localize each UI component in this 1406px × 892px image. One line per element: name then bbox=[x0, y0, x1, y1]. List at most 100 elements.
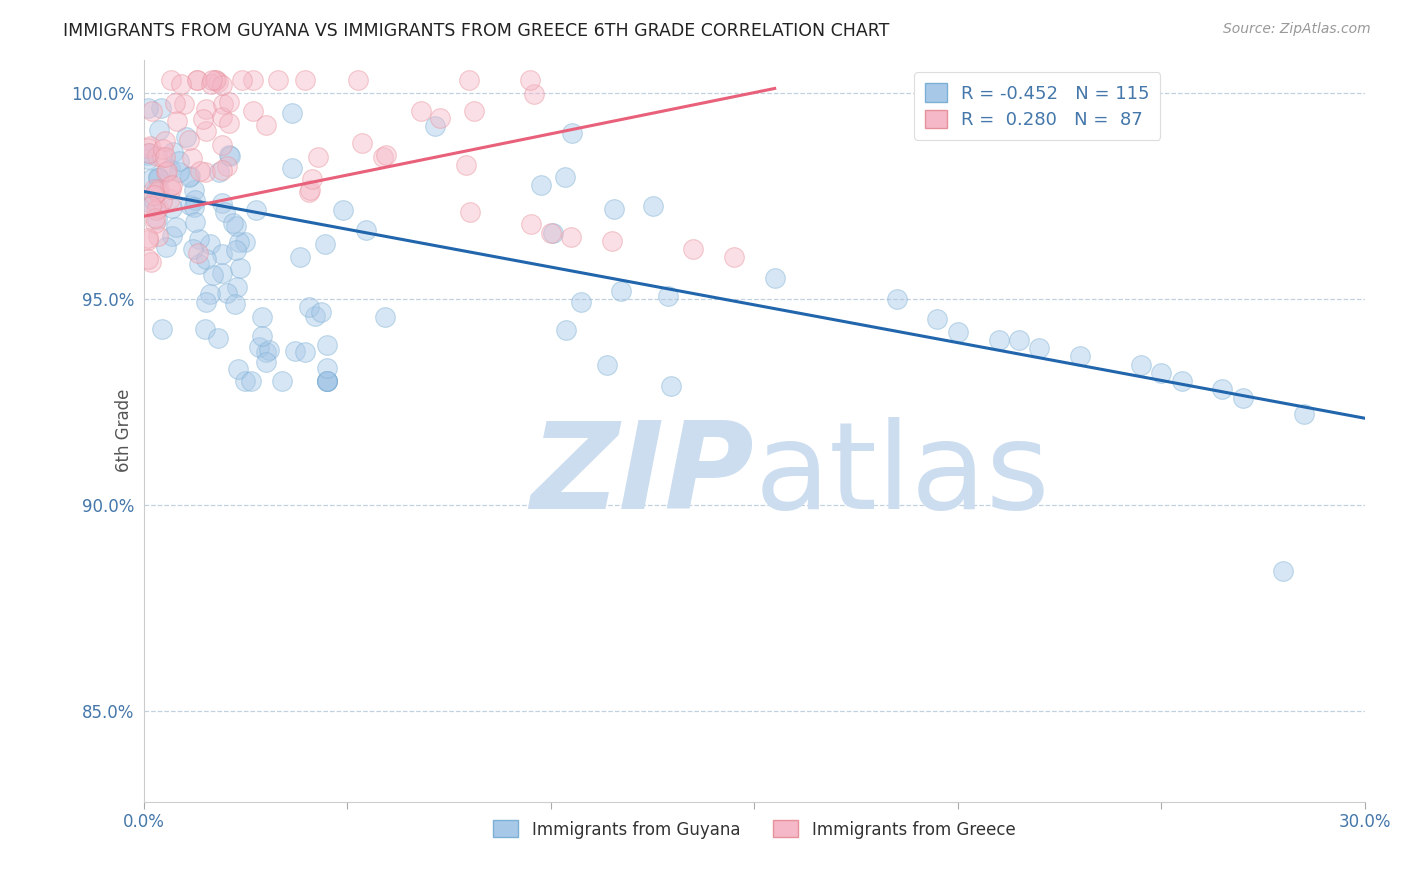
Point bbox=[245, 203, 267, 218]
Point bbox=[136, 252, 159, 266]
Point bbox=[153, 135, 176, 149]
Point bbox=[160, 201, 183, 215]
Point bbox=[284, 344, 307, 359]
Point bbox=[519, 73, 541, 87]
Point bbox=[194, 295, 217, 310]
Point bbox=[458, 205, 481, 219]
Point bbox=[281, 106, 304, 120]
Point bbox=[145, 183, 167, 197]
Point bbox=[146, 212, 169, 227]
Point bbox=[316, 374, 339, 388]
Point bbox=[167, 165, 190, 179]
Point bbox=[271, 374, 294, 388]
Text: atlas: atlas bbox=[755, 417, 1050, 533]
Point bbox=[375, 148, 398, 162]
Point bbox=[183, 183, 205, 197]
Point bbox=[195, 124, 218, 138]
Point bbox=[254, 118, 277, 132]
Point bbox=[211, 246, 233, 260]
Point bbox=[201, 268, 224, 283]
Point bbox=[205, 73, 228, 87]
Point bbox=[165, 219, 187, 234]
Point bbox=[212, 96, 235, 111]
Point bbox=[240, 374, 263, 388]
Point bbox=[643, 199, 665, 213]
Point bbox=[218, 116, 240, 130]
Point bbox=[146, 201, 169, 215]
Point bbox=[143, 216, 166, 230]
Point bbox=[316, 374, 339, 388]
Point bbox=[411, 104, 433, 119]
Point bbox=[316, 374, 339, 388]
Point bbox=[149, 101, 172, 115]
Y-axis label: 6th Grade: 6th Grade bbox=[115, 389, 132, 472]
Point bbox=[250, 329, 273, 343]
Point bbox=[139, 138, 162, 153]
Point bbox=[139, 255, 162, 269]
Point bbox=[194, 322, 217, 336]
Point bbox=[160, 182, 183, 196]
Point bbox=[136, 101, 159, 115]
Point bbox=[136, 141, 159, 155]
Point bbox=[159, 162, 181, 177]
Point bbox=[294, 345, 316, 359]
Point bbox=[290, 250, 312, 264]
Point bbox=[308, 150, 330, 164]
Point bbox=[143, 211, 166, 225]
Point bbox=[207, 331, 229, 345]
Point bbox=[184, 193, 207, 207]
Point bbox=[200, 77, 222, 91]
Point bbox=[155, 165, 177, 179]
Point bbox=[176, 129, 198, 144]
Point bbox=[200, 287, 222, 301]
Point bbox=[136, 231, 159, 245]
Point bbox=[211, 78, 233, 92]
Point bbox=[150, 194, 173, 208]
Point bbox=[166, 114, 188, 128]
Point bbox=[600, 234, 623, 248]
Point bbox=[215, 159, 238, 173]
Point bbox=[143, 187, 166, 202]
Point bbox=[456, 158, 478, 172]
Point bbox=[184, 215, 207, 229]
Point bbox=[148, 123, 170, 137]
Point bbox=[1292, 407, 1315, 421]
Point bbox=[143, 182, 166, 196]
Point bbox=[160, 178, 183, 193]
Point bbox=[561, 126, 583, 140]
Point bbox=[145, 202, 167, 217]
Point bbox=[609, 285, 631, 299]
Point bbox=[225, 243, 247, 257]
Point bbox=[159, 179, 181, 194]
Point bbox=[1211, 383, 1233, 397]
Point bbox=[136, 148, 159, 162]
Point bbox=[152, 142, 174, 156]
Point bbox=[215, 285, 238, 300]
Point bbox=[146, 170, 169, 185]
Point bbox=[229, 261, 252, 276]
Point bbox=[657, 289, 679, 303]
Point bbox=[530, 178, 553, 192]
Point bbox=[201, 73, 224, 87]
Point bbox=[218, 95, 240, 109]
Point bbox=[228, 235, 250, 249]
Point bbox=[298, 185, 321, 199]
Point bbox=[148, 171, 170, 186]
Point bbox=[267, 73, 290, 87]
Point bbox=[148, 184, 170, 198]
Point bbox=[211, 266, 233, 280]
Point bbox=[211, 111, 233, 125]
Point bbox=[188, 257, 211, 271]
Point bbox=[560, 230, 582, 244]
Point bbox=[254, 355, 277, 369]
Point bbox=[150, 322, 173, 336]
Point bbox=[224, 297, 246, 311]
Point bbox=[173, 96, 195, 111]
Point bbox=[1150, 366, 1173, 380]
Point bbox=[233, 374, 256, 388]
Point bbox=[1008, 333, 1031, 347]
Point bbox=[763, 271, 786, 285]
Point bbox=[352, 136, 374, 151]
Point bbox=[200, 237, 222, 252]
Legend: Immigrants from Guyana, Immigrants from Greece: Immigrants from Guyana, Immigrants from … bbox=[486, 814, 1022, 846]
